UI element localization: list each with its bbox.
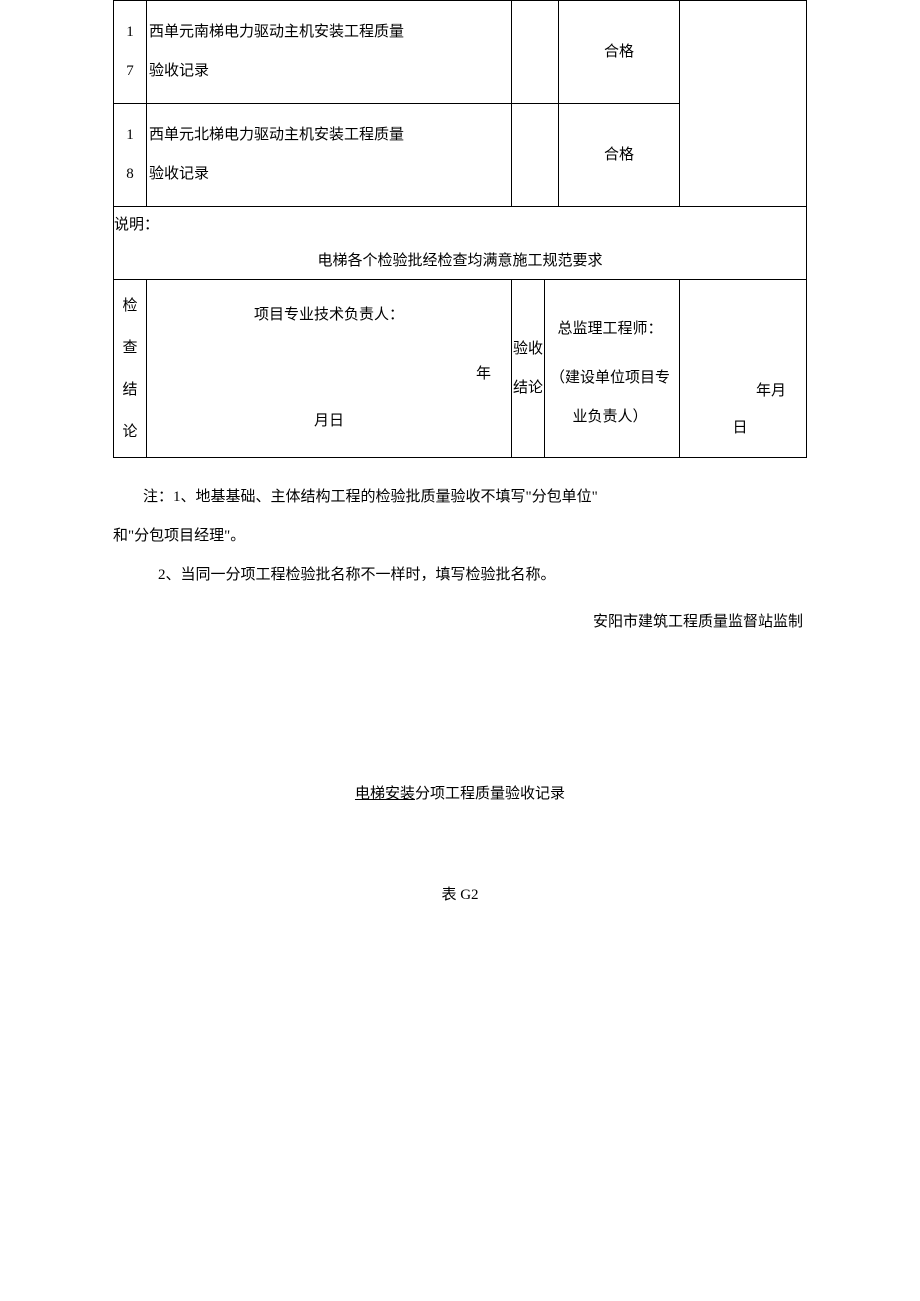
section-title-rest: 分项工程质量验收记录 xyxy=(415,786,565,802)
conclusion-row: 检查结论 项目专业技术负责人： 年 月日 验收结论 总监理工程师： （建设单位项… xyxy=(114,280,807,458)
footnote-line: 2、当同一分项工程检验批名称不一样时，填写检验批名称。 xyxy=(113,556,807,595)
note-label: 说明： xyxy=(114,207,806,243)
accept-conclusion-label: 验收结论 xyxy=(512,280,545,457)
date-year: 年 xyxy=(147,355,511,394)
row-status: 合格 xyxy=(559,21,679,84)
inspect-conclusion-label: 检查结论 xyxy=(114,280,147,458)
inspect-conclusion-body: 项目专业技术负责人： 年 月日 xyxy=(147,280,512,458)
row-number: 18 xyxy=(114,104,146,206)
footnote-org: 安阳市建筑工程质量监督站监制 xyxy=(113,603,807,642)
accept-conclusion-date: 年月 日 xyxy=(680,280,807,458)
row-number: 17 xyxy=(114,1,146,103)
row-status: 合格 xyxy=(559,124,679,187)
section-title: 电梯安装分项工程质量验收记录 xyxy=(0,782,920,803)
section-title-underline: 电梯安装 xyxy=(355,786,415,802)
accept-conclusion-body: 总监理工程师： （建设单位项目专业负责人） xyxy=(545,280,680,457)
row-description: 西单元北梯电力驱动主机安装工程质量验收记录 xyxy=(147,104,511,206)
footnote-line: 和"分包项目经理"。 xyxy=(113,517,807,556)
row-empty xyxy=(512,1,559,104)
document-page: 17 西单元南梯电力驱动主机安装工程质量验收记录 合格 18 西单元北梯电力驱动… xyxy=(0,0,920,944)
inspection-table: 17 西单元南梯电力驱动主机安装工程质量验收记录 合格 18 西单元北梯电力驱动… xyxy=(113,0,807,458)
date-md: 月日 xyxy=(147,402,511,441)
footnote-line: 注：1、地基基础、主体结构工程的检验批质量验收不填写"分包单位" xyxy=(113,478,807,517)
table-label: 表 G2 xyxy=(0,883,920,904)
note-body: 电梯各个检验批经检查均满意施工规范要求 xyxy=(114,243,806,279)
row-remark xyxy=(680,1,807,207)
note-row: 说明： 电梯各个检验批经检查均满意施工规范要求 xyxy=(114,207,807,280)
row-description: 西单元南梯电力驱动主机安装工程质量验收记录 xyxy=(147,1,511,103)
row-empty xyxy=(512,104,559,207)
footnotes: 注：1、地基基础、主体结构工程的检验批质量验收不填写"分包单位" 和"分包项目经… xyxy=(113,458,807,642)
table-row: 17 西单元南梯电力驱动主机安装工程质量验收记录 合格 xyxy=(114,1,807,104)
